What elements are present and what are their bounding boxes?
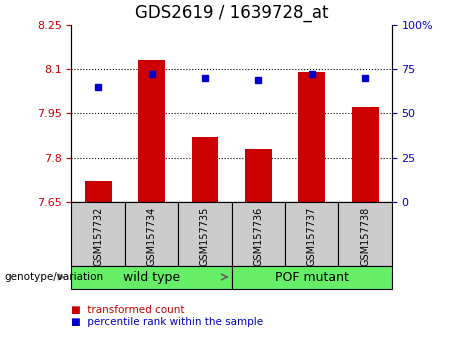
Bar — [338, 202, 392, 266]
Text: wild type: wild type — [123, 270, 180, 284]
Bar — [85, 181, 112, 202]
Bar — [71, 202, 125, 266]
Bar — [231, 266, 392, 289]
Bar — [192, 137, 219, 202]
Bar — [298, 72, 325, 202]
Bar — [285, 202, 338, 266]
Bar — [352, 107, 378, 202]
Text: GSM157734: GSM157734 — [147, 207, 157, 266]
Bar — [178, 202, 231, 266]
Text: ■  transformed count: ■ transformed count — [71, 305, 185, 315]
Bar — [231, 202, 285, 266]
Text: GSM157737: GSM157737 — [307, 207, 317, 266]
Text: ■  percentile rank within the sample: ■ percentile rank within the sample — [71, 317, 264, 327]
Text: GSM157732: GSM157732 — [93, 207, 103, 266]
Text: GSM157738: GSM157738 — [360, 207, 370, 266]
Text: GSM157736: GSM157736 — [254, 207, 263, 266]
Bar — [125, 202, 178, 266]
Bar — [138, 60, 165, 202]
Bar — [245, 149, 272, 202]
Text: POF mutant: POF mutant — [275, 270, 349, 284]
Title: GDS2619 / 1639728_at: GDS2619 / 1639728_at — [135, 4, 328, 22]
Text: genotype/variation: genotype/variation — [5, 272, 104, 282]
Bar — [71, 266, 231, 289]
Text: GSM157735: GSM157735 — [200, 207, 210, 266]
